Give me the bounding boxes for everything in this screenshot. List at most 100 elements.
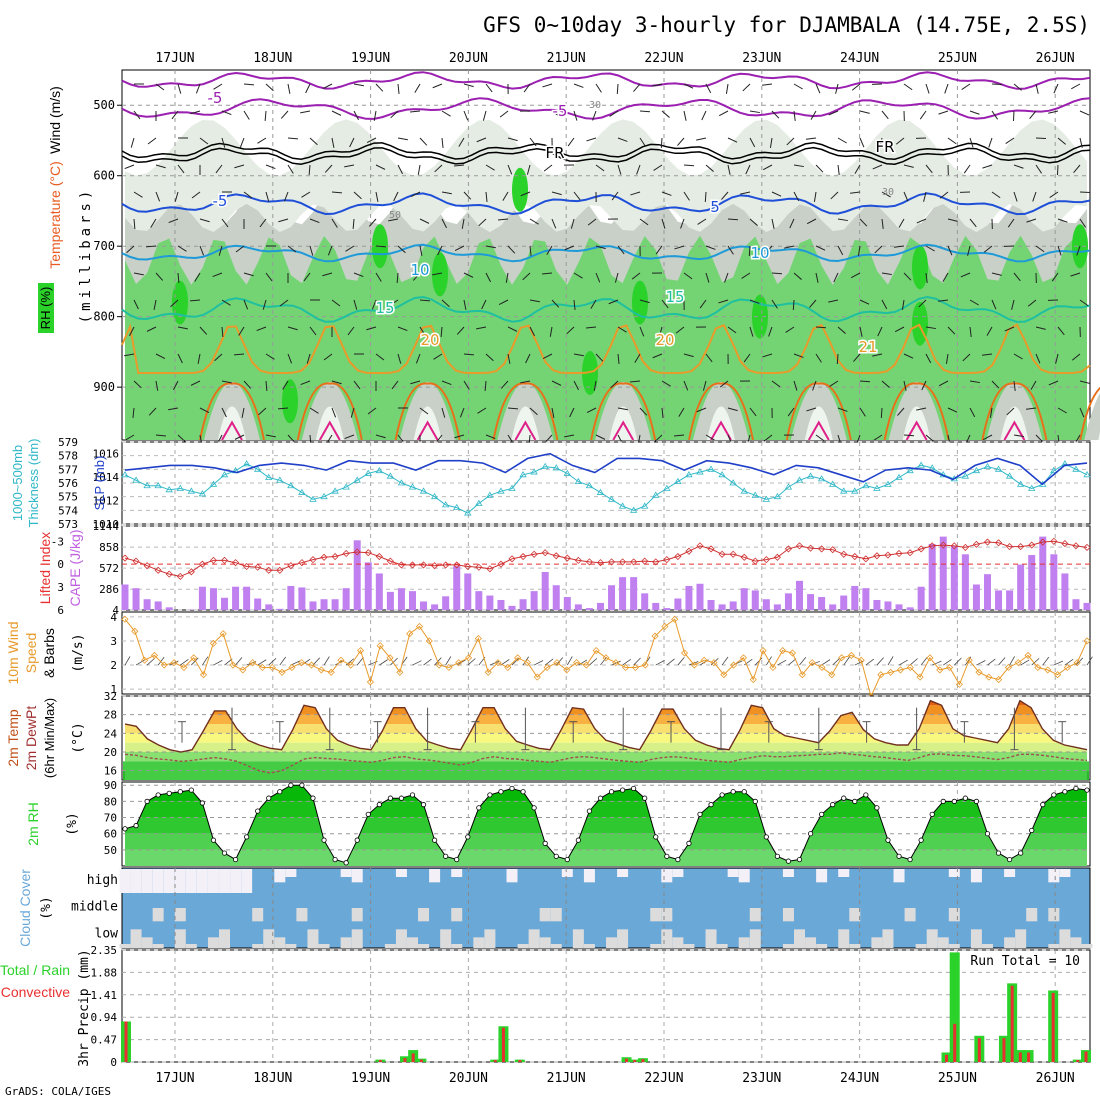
wind-speed-point — [445, 663, 453, 672]
cloud-low — [926, 929, 938, 948]
temp-color-band — [125, 752, 1087, 762]
wind-barb-10m — [279, 656, 287, 666]
wind-barb — [309, 326, 317, 336]
rh-point — [653, 834, 659, 840]
wind-barb — [199, 245, 205, 256]
wind-barb — [349, 137, 355, 148]
thickness-point — [1016, 480, 1025, 487]
wind-barb — [749, 326, 754, 337]
wind-barb — [1079, 137, 1083, 148]
wind-barb — [353, 83, 364, 87]
wind-barb — [368, 218, 377, 227]
cloud-low — [141, 937, 153, 948]
wind-barb — [837, 164, 840, 175]
wind-barb — [265, 164, 276, 170]
wind-barb — [660, 137, 663, 149]
wind-barb — [675, 326, 685, 334]
wind-barb — [564, 245, 575, 251]
wind-speed-point — [622, 663, 630, 672]
lifted-tick: 3 — [57, 581, 64, 594]
cloud-high — [506, 869, 518, 883]
cape-bar — [663, 608, 671, 610]
wind-barb — [859, 326, 863, 337]
cape-bar — [807, 594, 815, 610]
wind-speed-point — [985, 673, 993, 681]
wind-barb-10m — [754, 657, 763, 666]
precip-convective-bar — [518, 1060, 522, 1062]
cloud-low — [384, 944, 396, 948]
wind-barb — [967, 245, 971, 256]
rh-point — [885, 837, 891, 843]
wind-barb — [857, 245, 861, 256]
wind-speed-point — [337, 656, 345, 664]
wind-barb — [947, 245, 953, 256]
ylabel-cloud-unit: (%) — [39, 896, 54, 919]
thickness-point — [1072, 465, 1080, 472]
wind-barb — [1013, 191, 1018, 202]
wind-speed-point — [357, 647, 365, 655]
cape-bar — [585, 608, 593, 610]
precip-convective-bar — [945, 1054, 949, 1062]
wind-barb — [529, 326, 535, 337]
wind-barb — [1071, 353, 1081, 361]
rh-point — [675, 856, 681, 863]
cloud-middle — [152, 908, 164, 922]
date-label-bottom: 17JUN — [155, 1071, 194, 1086]
cloud-low — [517, 944, 529, 948]
rh-point — [409, 792, 416, 798]
cape-bar — [375, 573, 383, 610]
cape-bar — [995, 590, 1003, 610]
date-label-top: 22JUN — [644, 51, 683, 66]
wind-barb — [705, 353, 713, 363]
cloud-high — [241, 869, 253, 893]
wind-barb — [215, 164, 223, 174]
rh-spot — [582, 351, 598, 396]
wind-speed-point — [788, 649, 797, 657]
wind-barb — [1079, 380, 1090, 384]
wind-barb — [150, 218, 157, 228]
wind-barb — [815, 326, 827, 329]
lifted-point — [862, 555, 870, 563]
wind-barb — [485, 434, 496, 440]
wind-barb-10m — [943, 659, 952, 666]
wind-barb — [749, 110, 760, 114]
wind-barb — [771, 272, 783, 275]
ylabel-wind-unit: (m/s) — [71, 633, 86, 672]
wind-barb — [350, 407, 355, 418]
lifted-point — [652, 558, 660, 566]
thickness-point — [530, 468, 538, 475]
wind-barb — [331, 380, 342, 385]
cloud-low — [418, 944, 430, 948]
wind-barb — [133, 191, 143, 198]
isotherm-30 — [416, 420, 439, 441]
precip-total-label: Total / Rain — [0, 962, 70, 978]
wind-barb — [375, 434, 386, 439]
wind-barb-10m — [976, 660, 986, 666]
wind-barb — [441, 299, 450, 308]
isotherm-label: -5 — [553, 102, 568, 120]
thickness-point — [519, 471, 527, 478]
wind-speed-point — [523, 659, 532, 667]
wind-barb — [1006, 407, 1015, 416]
isotherm-30 — [905, 420, 928, 441]
wind-barb — [859, 380, 871, 383]
thickness-point — [563, 469, 572, 476]
wind-barb — [593, 380, 597, 391]
wind-barb — [1070, 272, 1081, 277]
wind-barb — [485, 353, 494, 362]
wind-speed-point — [170, 659, 178, 667]
rh-point — [465, 834, 471, 840]
wind-barb — [969, 407, 976, 418]
wind-barb-10m — [423, 658, 432, 666]
cloud-low — [307, 929, 319, 948]
wind-barb — [190, 380, 201, 386]
wind-barb — [124, 164, 135, 170]
wind-barb — [960, 272, 971, 278]
precip-convective-bar — [124, 1021, 128, 1062]
wind-barb — [567, 137, 575, 147]
rh-point — [741, 789, 747, 795]
wind-barb-10m — [533, 660, 544, 666]
wind-barb — [171, 110, 179, 120]
wind-speed-point — [1073, 659, 1081, 667]
